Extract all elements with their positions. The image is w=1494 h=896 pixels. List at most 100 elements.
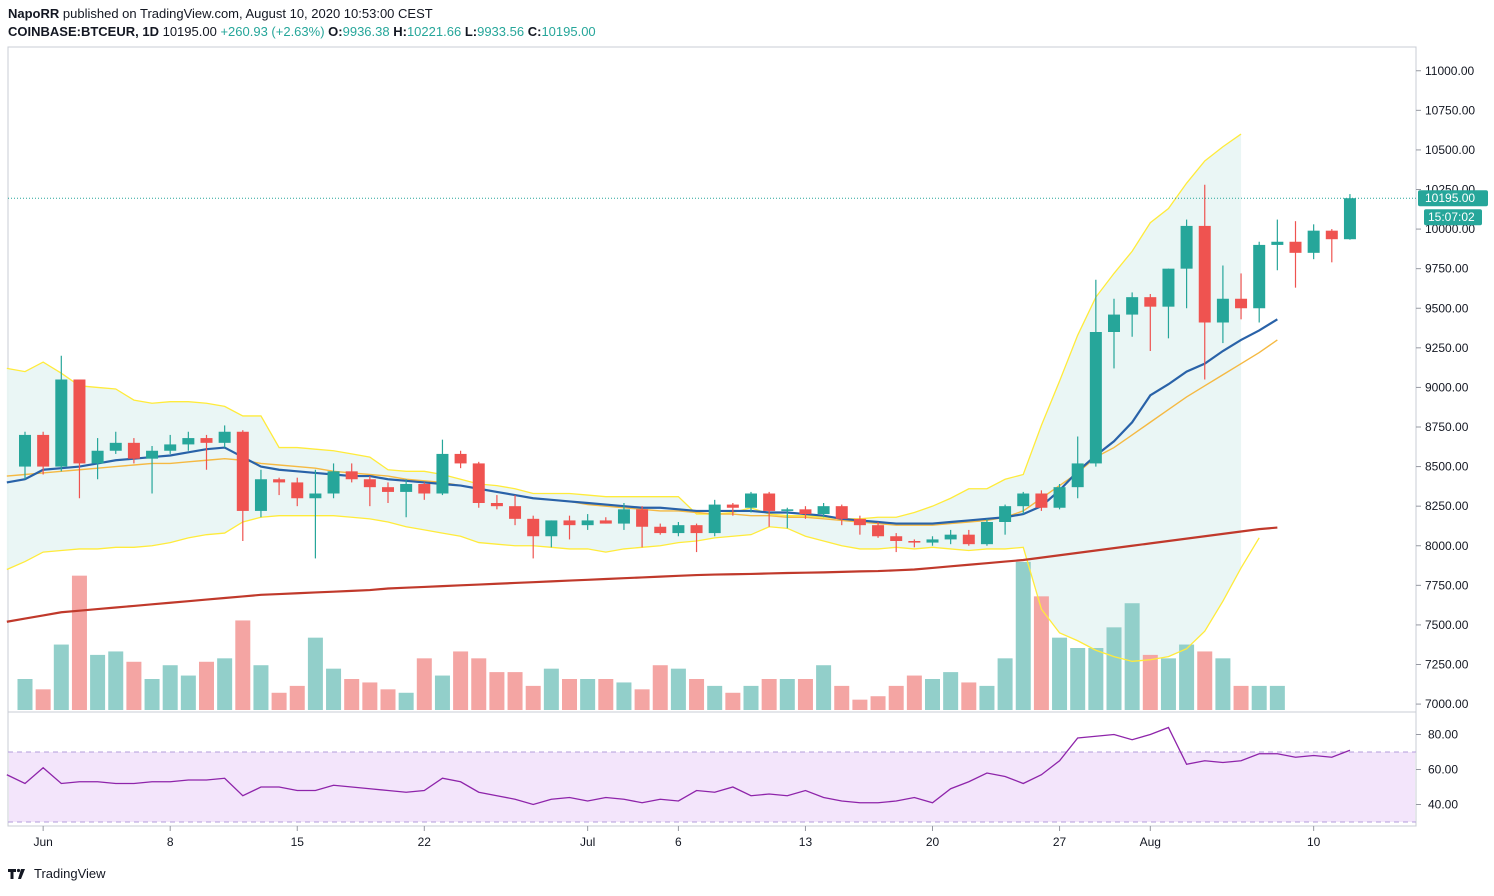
- candle: [436, 439, 449, 496]
- volume-bar: [598, 679, 614, 710]
- candle: [781, 507, 794, 529]
- candle-body: [164, 444, 177, 451]
- volume-bar: [943, 672, 959, 710]
- candle: [1289, 221, 1302, 288]
- candle: [327, 463, 340, 499]
- time-tick-label: Aug: [1140, 835, 1161, 849]
- volume-bar: [471, 658, 487, 710]
- volume-bar: [979, 685, 995, 710]
- candle: [763, 491, 776, 527]
- candle: [1325, 229, 1338, 263]
- volume-bar: [743, 685, 759, 710]
- candle-body: [672, 525, 685, 534]
- high-label: H:: [393, 24, 407, 39]
- candle: [1162, 268, 1175, 339]
- candle-body: [908, 541, 921, 543]
- candle: [418, 482, 431, 500]
- volume-bar: [362, 682, 378, 710]
- candle: [509, 495, 522, 526]
- volume-bar: [217, 658, 233, 710]
- candle: [962, 529, 975, 546]
- volume-bar: [725, 692, 741, 710]
- candle: [109, 431, 122, 454]
- volume-bar: [670, 668, 686, 710]
- price-tick-label: 8500.00: [1425, 460, 1469, 474]
- candle-body: [73, 379, 86, 464]
- candle-body: [708, 504, 721, 534]
- volume-bar: [271, 692, 287, 710]
- ohlc-legend: COINBASE:BTCEUR, 1D 10195.00 +260.93 (+2…: [8, 24, 596, 39]
- volume-bar: [1251, 685, 1267, 710]
- candle: [980, 518, 993, 546]
- candle-body: [400, 484, 413, 492]
- bollinger-upper-line: [6, 133, 1242, 520]
- candle: [218, 425, 231, 448]
- high-value: 10221.66: [406, 24, 462, 39]
- candle: [164, 434, 177, 454]
- author-name[interactable]: NapoRR: [8, 6, 60, 21]
- last-price-badge: [1418, 190, 1488, 207]
- candle-body: [418, 484, 431, 494]
- candle-body: [1343, 198, 1356, 240]
- candle: [636, 506, 649, 548]
- candle-body: [345, 471, 358, 480]
- volume-bar: [253, 665, 269, 710]
- volume-bar: [543, 668, 559, 710]
- candle: [654, 523, 667, 535]
- candle-body: [472, 463, 485, 503]
- candle: [853, 515, 866, 535]
- candle: [817, 503, 830, 518]
- candle-body: [581, 520, 594, 526]
- candle-body: [254, 479, 267, 511]
- candle-body: [599, 520, 612, 524]
- bollinger-band-fill: [6, 134, 1242, 662]
- volume-bar: [580, 679, 596, 710]
- candle-body: [1017, 493, 1030, 507]
- volume-bar: [199, 661, 214, 710]
- symbol-label: COINBASE:BTCEUR, 1D: [8, 24, 159, 39]
- candle: [708, 499, 721, 537]
- candle-body: [726, 504, 739, 508]
- volume-bar: [489, 672, 505, 710]
- price-tick-label: 7500.00: [1425, 618, 1469, 632]
- candle-body: [763, 493, 776, 511]
- volume-bar: [961, 682, 977, 710]
- candle: [1035, 490, 1048, 511]
- low-value: 9933.56: [477, 24, 525, 39]
- volume-bar: [707, 685, 723, 710]
- candle: [726, 503, 739, 516]
- candle-body: [1289, 241, 1302, 253]
- candle-body: [1253, 244, 1266, 309]
- last-price-marker: 10195.00 15:07:02: [1418, 190, 1488, 226]
- candle: [236, 430, 249, 541]
- volume-bar: [652, 665, 668, 710]
- volume-bar: [416, 658, 432, 710]
- volume-bar: [1269, 685, 1285, 710]
- volume-bar: [925, 679, 940, 710]
- volume-bar: [507, 672, 523, 710]
- price-tick-label: 11000.00: [1425, 64, 1474, 78]
- candle: [1180, 219, 1193, 309]
- volume-bar: [17, 679, 33, 710]
- volume-bar: [235, 620, 251, 710]
- candle-body: [1198, 225, 1211, 323]
- candle: [1235, 273, 1248, 320]
- candle: [291, 477, 304, 507]
- candle-body: [236, 431, 249, 511]
- time-tick-label: 8: [167, 835, 174, 849]
- candle: [890, 533, 903, 553]
- time-tick-label: 10: [1307, 835, 1321, 849]
- price-tick-label: 7250.00: [1425, 658, 1469, 672]
- volume-bar: [1233, 685, 1249, 710]
- footer-brand[interactable]: TradingView: [8, 866, 106, 881]
- volume-bar: [71, 575, 87, 710]
- rsi-line: [6, 726, 1351, 806]
- candle: [1089, 279, 1102, 467]
- volume-bar: [1015, 561, 1031, 710]
- volume-bar: [1179, 644, 1195, 710]
- candle-body: [654, 526, 667, 534]
- candle: [1071, 436, 1084, 499]
- candle: [799, 506, 812, 519]
- candle-body: [853, 518, 866, 526]
